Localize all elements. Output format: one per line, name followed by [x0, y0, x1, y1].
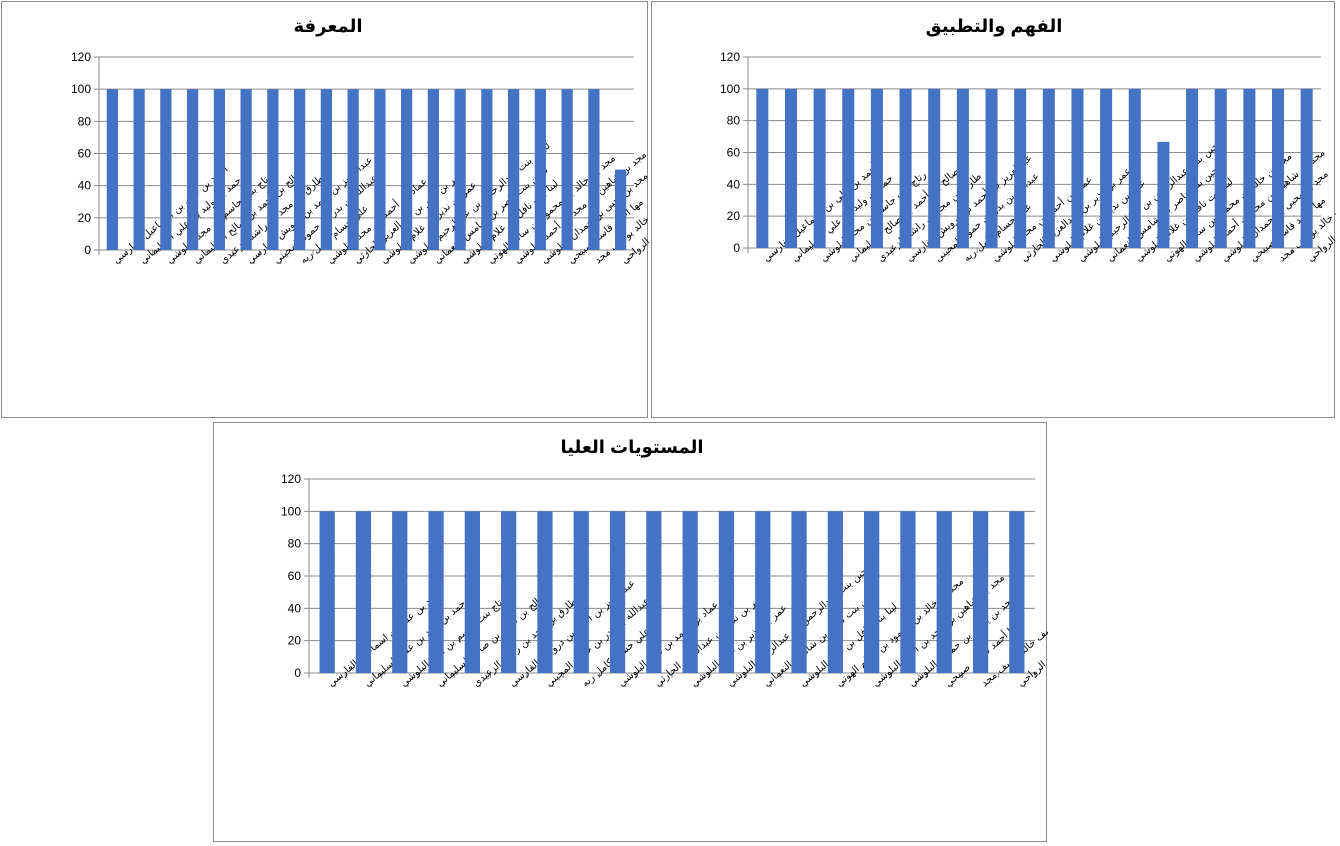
- y-tick-label: 100: [71, 82, 91, 96]
- bar: [609, 511, 626, 673]
- y-tick-label: 80: [78, 114, 92, 128]
- bar: [1014, 88, 1027, 248]
- bar: [646, 511, 662, 673]
- bar: [573, 511, 589, 673]
- bar: [534, 89, 546, 251]
- bar: [972, 511, 989, 673]
- bar: [1186, 88, 1199, 248]
- bar: [1272, 88, 1285, 248]
- y-tick-label: 80: [288, 537, 302, 551]
- bar: [537, 511, 553, 673]
- bar: [936, 511, 952, 673]
- chart-title: الفهم والتطبيق: [926, 16, 1063, 37]
- y-tick-label: 40: [727, 177, 741, 191]
- bar: [187, 89, 199, 251]
- bar: [956, 88, 969, 248]
- bar: [501, 511, 517, 673]
- bar: [401, 89, 413, 251]
- bar: [682, 511, 698, 673]
- bar: [1009, 511, 1025, 673]
- bar: [1214, 88, 1227, 248]
- bar: [454, 89, 466, 251]
- y-tick-label: 60: [727, 146, 741, 160]
- bar: [755, 511, 771, 673]
- bar: [294, 89, 306, 251]
- bar: [1042, 88, 1055, 248]
- bar: [756, 88, 769, 248]
- chart-panel-higher-levels: المستويات العليا 0 20 40 60 80 100 120 أحمد بن …: [213, 422, 1048, 842]
- y-tick-label: 0: [294, 666, 301, 680]
- bar: [481, 89, 493, 251]
- y-tick-label: 120: [71, 50, 91, 64]
- y-tick-label: 100: [281, 504, 301, 518]
- y-tick-label: 80: [727, 114, 741, 128]
- chart-title: المستويات العليا: [560, 437, 703, 458]
- y-tick-label: 0: [733, 241, 740, 255]
- bar: [374, 89, 386, 251]
- bar: [813, 88, 826, 248]
- chart-title: المعرفة: [293, 16, 362, 37]
- bar: [615, 169, 627, 250]
- bar: [784, 88, 797, 248]
- bar: [392, 511, 408, 673]
- bar: [900, 511, 916, 673]
- bar: [928, 88, 941, 248]
- bar: [1300, 88, 1313, 248]
- y-tick-label: 60: [288, 569, 302, 583]
- y-tick-label: 60: [78, 147, 92, 161]
- bar: [561, 89, 573, 251]
- bar: [899, 88, 912, 248]
- bar: [985, 88, 998, 248]
- bar: [160, 89, 172, 251]
- bar: [864, 511, 880, 673]
- chart-panel-comprehension: الفهم والتطبيق 0 20 40 60 80 100 120 أحمد بن عل…: [651, 1, 1336, 418]
- bar: [213, 89, 225, 251]
- bar: [588, 89, 600, 251]
- bar: [1243, 88, 1256, 248]
- bar: [355, 511, 372, 673]
- bar: [1128, 88, 1141, 248]
- bar: [1100, 88, 1113, 248]
- bar: [791, 511, 807, 673]
- bar: [106, 89, 118, 251]
- y-tick-label: 20: [78, 211, 92, 225]
- bar: [347, 89, 359, 251]
- bar: [427, 89, 439, 251]
- bar: [267, 89, 279, 251]
- bar: [827, 511, 843, 673]
- bar: [464, 511, 480, 673]
- bar: [1071, 88, 1084, 248]
- y-tick-label: 20: [727, 209, 741, 223]
- y-tick-label: 40: [288, 601, 302, 615]
- bar: [1157, 141, 1170, 248]
- y-tick-label: 0: [84, 243, 91, 257]
- bar: [842, 88, 855, 248]
- y-tick-label: 120: [281, 472, 301, 486]
- bar: [428, 511, 444, 673]
- bar: [133, 89, 145, 251]
- bar: [319, 511, 335, 673]
- bar: [718, 511, 735, 673]
- bar: [508, 89, 520, 251]
- y-tick-label: 100: [720, 82, 740, 96]
- bar: [240, 89, 252, 251]
- y-tick-label: 40: [78, 179, 92, 193]
- y-tick-label: 120: [720, 50, 740, 64]
- bar: [870, 88, 883, 248]
- y-tick-label: 20: [288, 634, 302, 648]
- bar: [320, 89, 332, 251]
